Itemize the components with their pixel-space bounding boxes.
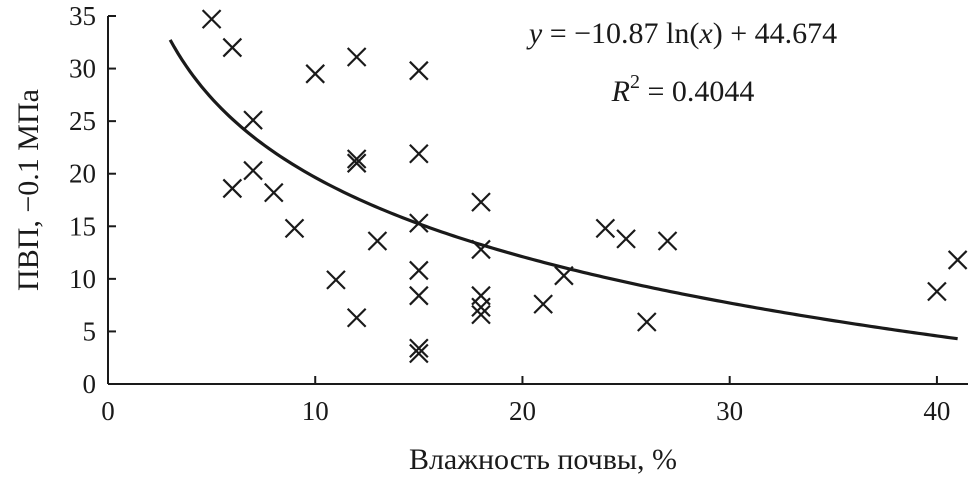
data-point-marker [471,239,491,260]
r-squared-label: R2 = 0.4044 [611,71,755,108]
y-tick-label: 35 [69,1,96,31]
y-tick-label: 30 [69,54,96,84]
y-tick-label: 25 [69,106,96,136]
data-point-marker [409,338,429,359]
data-point-marker [409,343,429,364]
y-tick-label: 20 [69,159,96,189]
data-point-marker [947,250,968,270]
r-squared-var: R [611,75,630,108]
data-point-marker [264,182,284,203]
data-point-marker [346,153,367,173]
trendline [168,39,958,341]
data-point-marker [222,37,243,58]
equation-part-1: = −10.87 ln( [542,17,699,50]
x-tick-label: 40 [923,396,950,426]
y-tick-label: 10 [69,264,96,294]
x-axis-title: Влажность почвы, % [409,443,677,476]
data-point-marker [616,229,636,249]
x-tick-label: 10 [302,396,329,426]
y-tick-label: 5 [83,316,97,346]
x-ticks: 0 10 20 30 40 [101,376,950,426]
data-point-marker [222,178,243,199]
data-point-marker [201,9,222,29]
trendline-equation: y = −10.87 ln(x) + 44.674 [526,17,837,50]
data-point-marker [243,160,263,181]
data-point-marker [533,294,553,314]
data-points [201,9,968,364]
data-point-marker [409,143,429,164]
data-point-marker [637,312,657,332]
y-axis-title: ПВП, −0.1 МПа [12,89,45,291]
data-point-marker [471,297,491,318]
data-point-marker [471,304,491,325]
data-point-marker [409,285,429,306]
x-tick-label: 20 [509,396,536,426]
data-point-marker [346,47,367,67]
equation-x-var: x [698,17,713,50]
x-tick-label: 30 [716,396,743,426]
y-tick-label: 15 [69,211,96,241]
equation-y-var: y [526,17,543,50]
data-point-marker [243,110,263,130]
data-point-marker [409,213,429,233]
data-point-marker [346,307,367,328]
data-point-marker [554,265,574,286]
x-tick-label: 0 [101,396,115,426]
data-point-marker [927,281,947,302]
data-point-marker [284,218,305,239]
data-point-marker [409,260,429,281]
data-point-marker [326,270,346,290]
data-point-marker [595,218,616,239]
data-point-marker [409,60,429,81]
data-point-marker [657,231,678,251]
axes [107,16,968,385]
r-squared-exp: 2 [630,71,640,93]
r-squared-value: = 0.4044 [640,75,754,108]
data-point-marker [471,192,491,212]
y-ticks: 0 5 10 15 20 25 30 35 [69,1,116,399]
equation-part-2: ) + 44.674 [713,17,837,50]
data-point-marker [305,64,326,84]
y-tick-label: 0 [83,369,97,399]
data-point-marker [346,149,367,169]
data-point-marker [367,231,388,251]
